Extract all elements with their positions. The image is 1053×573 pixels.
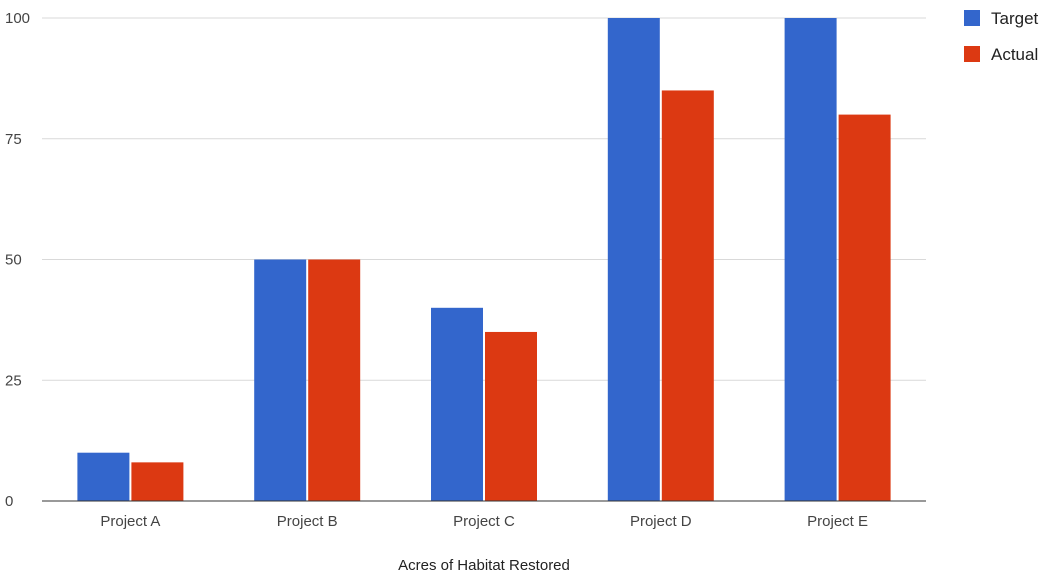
x-axis-title: Acres of Habitat Restored — [398, 557, 570, 573]
bar-target-project-c[interactable] — [431, 307, 483, 501]
bar-actual-project-d[interactable] — [661, 90, 714, 501]
x-axis-ticks: Project A Project B Project C Project D Proj… — [100, 513, 868, 530]
legend-label: Actual — [991, 45, 1038, 64]
bar-target-project-e[interactable] — [784, 18, 837, 501]
bar-actual-project-e[interactable] — [838, 114, 891, 501]
bar-actual-project-a[interactable] — [131, 462, 184, 501]
legend-label: Target — [991, 9, 1039, 28]
bar-actual-project-c[interactable] — [485, 331, 537, 501]
gridlines — [42, 17, 926, 381]
legend-item-target[interactable]: Target — [964, 9, 1039, 28]
bar-target-project-b[interactable] — [254, 259, 307, 502]
legend-swatch — [964, 10, 980, 26]
legend-item-actual[interactable]: Actual — [964, 45, 1038, 64]
legend[interactable]: Target Actual — [964, 9, 1039, 64]
y-tick-label: 25 — [5, 372, 22, 389]
x-tick-label: Project E — [807, 513, 868, 530]
legend-swatch — [964, 46, 980, 62]
y-tick-label: 50 — [5, 252, 22, 269]
x-tick-label: Project A — [100, 513, 160, 530]
y-axis-ticks: 0 25 50 75 100 — [5, 10, 30, 510]
x-tick-label: Project C — [453, 513, 515, 530]
y-tick-label: 0 — [5, 493, 13, 510]
y-tick-label: 75 — [5, 131, 22, 148]
x-tick-label: Project B — [277, 513, 338, 530]
bar-target-project-a[interactable] — [77, 452, 130, 501]
bars — [77, 18, 891, 502]
x-tick-label: Project D — [630, 513, 692, 530]
y-tick-label: 100 — [5, 10, 30, 27]
bar-actual-project-b[interactable] — [308, 259, 361, 502]
bar-target-project-d[interactable] — [607, 18, 660, 501]
